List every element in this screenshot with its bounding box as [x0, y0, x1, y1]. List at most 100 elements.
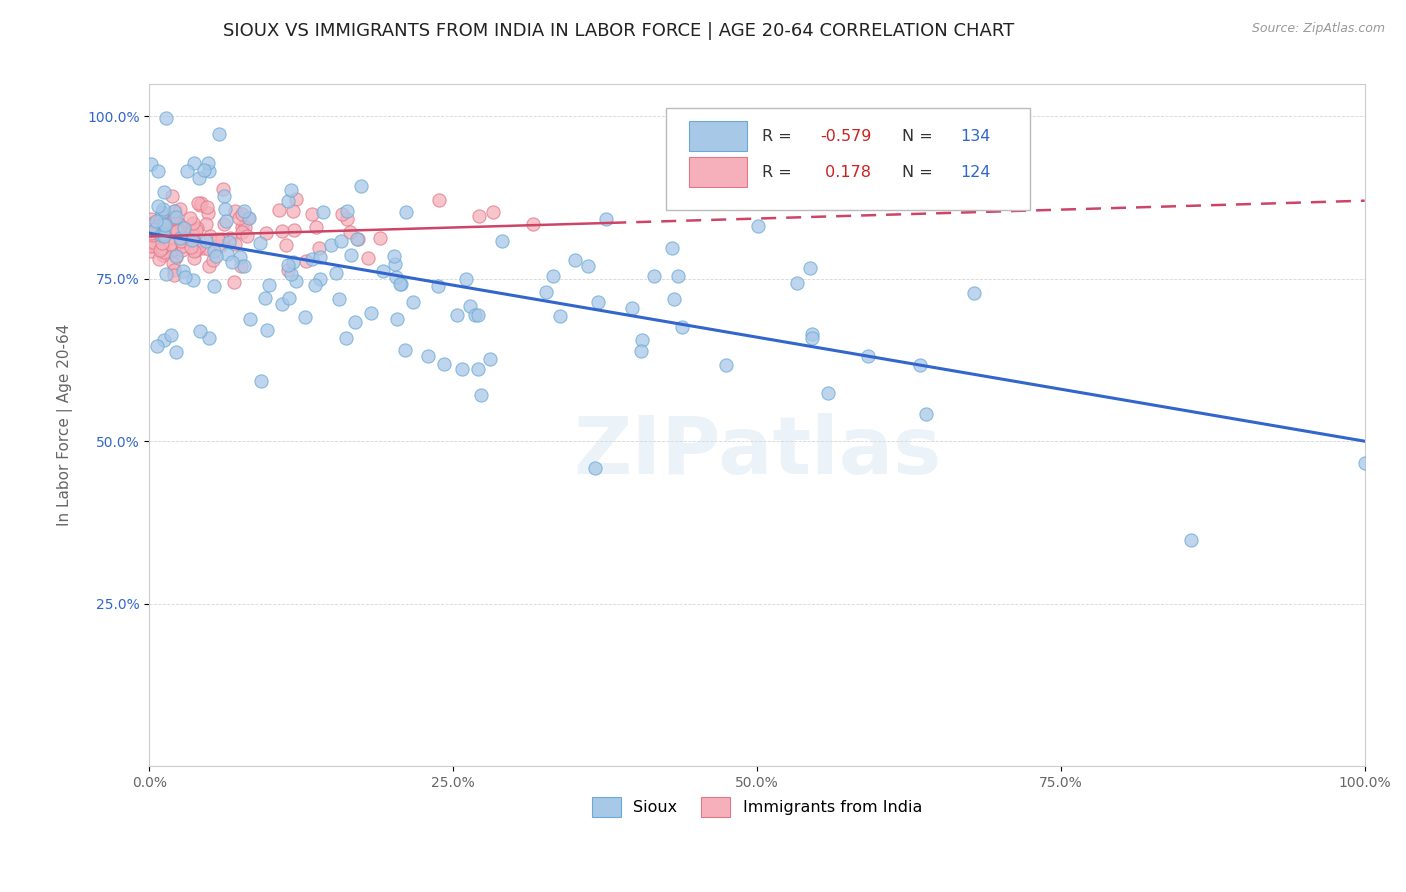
- Point: [233, 203, 256, 218]
- Point: [277, 258, 299, 272]
- Point: [165, 250, 187, 264]
- Point: [172, 234, 194, 248]
- Point: [153, 227, 176, 241]
- Point: [197, 155, 219, 169]
- Point: [155, 267, 177, 281]
- Point: [186, 221, 208, 235]
- Point: [181, 229, 204, 244]
- Point: [179, 227, 201, 242]
- Point: [152, 235, 174, 250]
- Point: [169, 218, 191, 232]
- Point: [389, 277, 412, 292]
- Point: [277, 194, 299, 209]
- Point: [468, 210, 491, 224]
- Point: [162, 255, 184, 269]
- Point: [269, 202, 291, 217]
- Point: [208, 127, 231, 141]
- Point: [155, 111, 177, 125]
- Point: [368, 231, 391, 245]
- Point: [328, 293, 350, 307]
- Point: [214, 189, 236, 203]
- Text: SIOUX VS IMMIGRANTS FROM INDIA IN LABOR FORCE | AGE 20-64 CORRELATION CHART: SIOUX VS IMMIGRANTS FROM INDIA IN LABOR …: [224, 22, 1014, 40]
- Point: [576, 259, 599, 273]
- Point: [631, 333, 654, 347]
- Point: [170, 244, 193, 258]
- Point: [155, 209, 177, 223]
- Point: [271, 224, 294, 238]
- Point: [401, 295, 423, 310]
- Point: [170, 233, 193, 247]
- Point: [187, 171, 209, 186]
- FancyBboxPatch shape: [666, 108, 1031, 210]
- Point: [231, 226, 253, 240]
- Point: [139, 218, 162, 232]
- Point: [150, 204, 173, 219]
- Point: [786, 276, 808, 290]
- Point: [214, 217, 236, 231]
- Point: [145, 230, 167, 244]
- Point: [325, 266, 347, 280]
- Text: 124: 124: [960, 165, 990, 180]
- Point: [202, 278, 225, 293]
- Point: [360, 306, 382, 320]
- Point: [190, 196, 212, 211]
- Point: [187, 239, 209, 253]
- Point: [467, 308, 489, 322]
- Point: [799, 261, 821, 276]
- Point: [214, 214, 236, 228]
- Point: [446, 309, 468, 323]
- Point: [236, 228, 259, 243]
- Point: [662, 292, 685, 306]
- Point: [620, 301, 643, 315]
- Point: [150, 208, 173, 222]
- Point: [385, 312, 408, 326]
- Point: [149, 243, 172, 257]
- Point: [238, 211, 260, 226]
- Point: [339, 225, 361, 239]
- Point: [188, 198, 211, 212]
- Point: [304, 278, 326, 293]
- Point: [200, 229, 222, 244]
- FancyBboxPatch shape: [689, 121, 748, 152]
- Point: [204, 249, 226, 263]
- Point: [1180, 533, 1202, 547]
- Point: [271, 297, 294, 311]
- Point: [142, 235, 165, 250]
- Point: [148, 163, 170, 178]
- Point: [666, 269, 689, 284]
- Point: [201, 252, 224, 267]
- Point: [534, 285, 557, 299]
- Point: [219, 230, 242, 244]
- Point: [163, 203, 186, 218]
- Point: [330, 207, 353, 221]
- Point: [800, 327, 823, 342]
- Point: [169, 223, 191, 237]
- Point: [280, 268, 302, 282]
- Point: [429, 193, 451, 207]
- Point: [427, 278, 450, 293]
- Point: [170, 235, 193, 249]
- Point: [340, 248, 363, 262]
- Point: [152, 202, 174, 216]
- Point: [801, 331, 824, 345]
- Point: [491, 235, 513, 249]
- Point: [630, 344, 652, 359]
- Point: [195, 200, 218, 214]
- Point: [671, 319, 693, 334]
- Point: [194, 235, 217, 249]
- Point: [143, 239, 166, 253]
- Point: [188, 324, 211, 338]
- Point: [214, 202, 236, 216]
- Point: [160, 223, 183, 237]
- Point: [478, 351, 501, 366]
- Point: [254, 291, 277, 305]
- Point: [914, 407, 936, 421]
- Point: [181, 216, 204, 230]
- Point: [163, 242, 186, 256]
- Point: [256, 323, 278, 337]
- Point: [165, 213, 187, 227]
- Point: [160, 213, 183, 227]
- Text: R =: R =: [762, 165, 797, 180]
- Point: [141, 244, 163, 258]
- Point: [146, 199, 169, 213]
